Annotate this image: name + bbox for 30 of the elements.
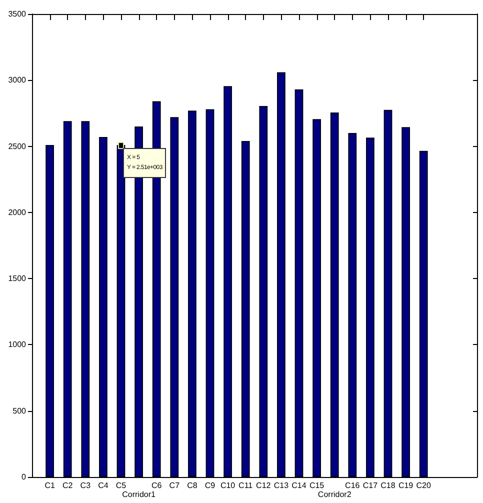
x-tick-label: C9 bbox=[204, 481, 216, 490]
x-tick-label: C12 bbox=[256, 481, 272, 490]
x-tick-label: C17 bbox=[362, 481, 378, 490]
x-tick-label: C4 bbox=[98, 481, 109, 490]
x-tick-label: C8 bbox=[187, 481, 198, 490]
x-tick-label: C3 bbox=[80, 481, 92, 490]
y-tick-label: 3000 bbox=[8, 76, 27, 85]
x-tick-label: C5 bbox=[116, 481, 127, 490]
x-tick-label: C14 bbox=[292, 481, 307, 490]
x-tick-label: Corridor1 bbox=[122, 490, 156, 499]
y-tick-label: 500 bbox=[12, 406, 27, 416]
x-tick-label: C15 bbox=[309, 481, 325, 490]
y-tick-label: 1500 bbox=[8, 274, 27, 284]
y-tick-label: 3500 bbox=[8, 10, 27, 18]
x-tick-label: C1 bbox=[44, 481, 56, 490]
x-tick-label: C10 bbox=[220, 481, 236, 490]
x-tick-label: Corridor2 bbox=[318, 490, 352, 499]
x-tick-label: C20 bbox=[416, 481, 432, 490]
y-tick-label: 1000 bbox=[8, 340, 27, 350]
x-tick-label: C11 bbox=[238, 481, 254, 490]
x-tick-label: C19 bbox=[398, 481, 414, 490]
x-tick-label: C7 bbox=[169, 481, 180, 490]
x-tick-label: C6 bbox=[151, 481, 162, 490]
y-tick-label: 2000 bbox=[8, 208, 27, 217]
x-tick-label: C18 bbox=[380, 481, 396, 490]
y-tick-label: 2500 bbox=[8, 142, 27, 151]
x-tick-label: C13 bbox=[274, 481, 290, 490]
x-tick-label: C2 bbox=[62, 481, 74, 490]
x-tick-label: C16 bbox=[345, 481, 360, 490]
y-tick-label: 0 bbox=[22, 472, 27, 482]
